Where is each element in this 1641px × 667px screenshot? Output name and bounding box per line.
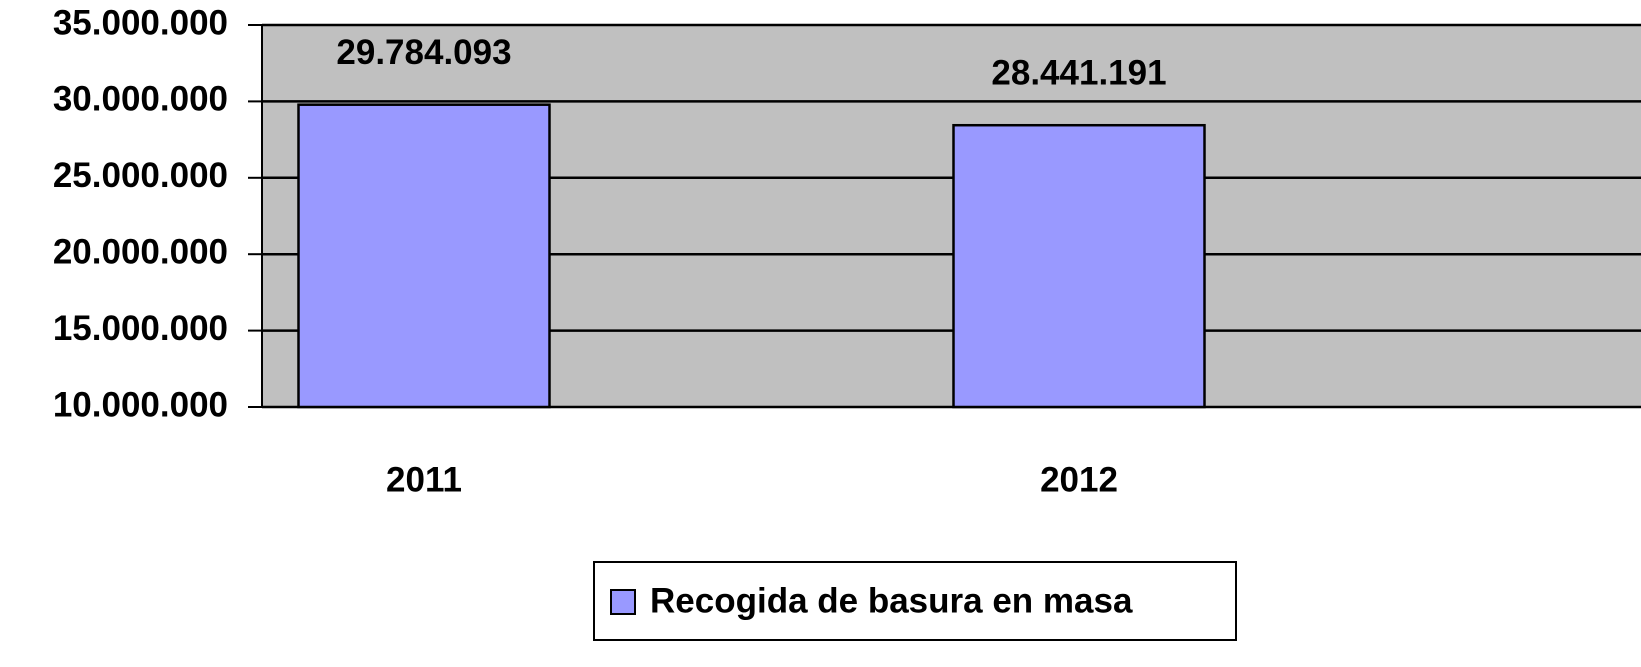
y-tick-label: 15.000.000: [53, 309, 228, 348]
y-tick-label: 30.000.000: [53, 80, 228, 119]
legend-label: Recogida de basura en masa: [650, 581, 1133, 620]
bar: [952, 123, 1206, 409]
bar: [297, 103, 551, 409]
y-tick-label: 20.000.000: [53, 232, 228, 271]
data-label: 29.784.093: [336, 33, 511, 72]
data-label: 28.441.191: [991, 53, 1166, 92]
y-tick-label: 35.000.000: [53, 3, 228, 42]
y-tick-label: 25.000.000: [53, 156, 228, 195]
legend-swatch: [610, 589, 636, 615]
x-tick-label: 2012: [1040, 460, 1118, 499]
legend: [593, 561, 1237, 641]
x-tick-label: 2011: [386, 460, 462, 499]
y-tick-label: 10.000.000: [53, 385, 228, 424]
